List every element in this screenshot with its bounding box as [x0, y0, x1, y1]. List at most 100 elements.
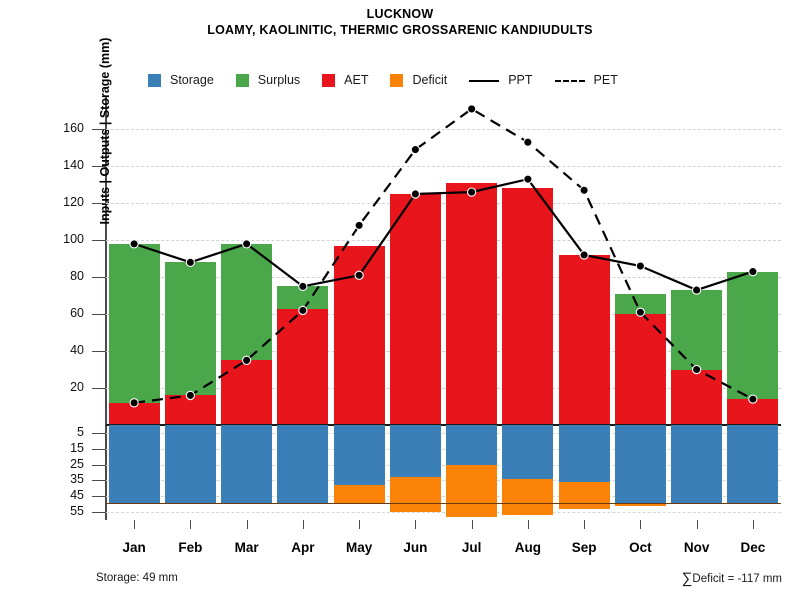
bar-aet-sep[interactable] — [558, 254, 610, 425]
y-axis-tick — [92, 432, 106, 434]
dashed-line-icon — [554, 74, 585, 87]
ppt-point — [579, 250, 589, 260]
bar-aet-mar[interactable] — [221, 360, 273, 425]
bar-deficit-sep[interactable] — [558, 482, 610, 509]
y-axis-tick-label: 60 — [70, 306, 84, 321]
y-axis-tick-label: 40 — [70, 343, 84, 358]
sigma-icon: ∑ — [681, 570, 693, 587]
ppt-point — [466, 187, 477, 197]
bar-aet-jul[interactable] — [446, 182, 498, 425]
x-axis-label-jan: Jan — [122, 540, 146, 555]
square-swatch-icon — [235, 73, 249, 87]
ppt-point — [185, 257, 196, 267]
pet-line — [133, 107, 754, 404]
y-axis-tick-label: 140 — [63, 158, 84, 173]
y-axis-tick — [92, 166, 106, 168]
bar-aet-apr[interactable] — [277, 308, 329, 425]
legend-item-pet[interactable]: PET — [554, 73, 618, 87]
square-swatch-icon — [390, 73, 404, 87]
y-axis-tick — [92, 203, 106, 205]
solid-line-icon — [469, 74, 500, 87]
bar-storage-apr[interactable] — [277, 425, 329, 503]
x-axis-label-jul: Jul — [461, 540, 482, 555]
x-axis-tick — [246, 520, 248, 529]
bar-surplus-nov[interactable] — [671, 290, 723, 370]
y-axis-tick-label: 25 — [70, 456, 84, 471]
chart-title-block: LUCKNOW LOAMY, KAOLINITIC, THERMIC GROSS… — [0, 6, 800, 39]
legend-label: Surplus — [257, 73, 301, 87]
x-axis-label-feb: Feb — [178, 540, 203, 555]
ppt-point — [691, 285, 702, 295]
legend-item-deficit[interactable]: Deficit — [390, 73, 447, 87]
bar-aet-jun[interactable] — [389, 193, 441, 425]
bar-deficit-aug[interactable] — [502, 478, 554, 516]
gridline — [106, 388, 781, 390]
y-axis-tick — [92, 240, 106, 242]
chart-subtitle: LOAMY, KAOLINITIC, THERMIC GROSSARENIC K… — [207, 23, 593, 37]
x-axis-label-aug: Aug — [514, 540, 541, 555]
x-axis-label-may: May — [345, 540, 373, 555]
pet-point — [410, 144, 421, 155]
chart-title: LUCKNOW — [366, 7, 434, 21]
gridline — [106, 512, 781, 514]
chart-legend: Storage Surplus AET Deficit PPT PET — [148, 70, 708, 90]
bar-surplus-mar[interactable] — [221, 243, 273, 361]
bar-storage-oct[interactable] — [614, 425, 666, 503]
gridline — [106, 240, 781, 242]
bar-aet-oct[interactable] — [614, 314, 666, 425]
x-axis-tick — [190, 520, 192, 529]
x-axis-tick — [134, 520, 136, 529]
bar-deficit-jun[interactable] — [389, 477, 441, 513]
bar-deficit-may[interactable] — [333, 485, 385, 503]
gridline — [106, 448, 781, 450]
legend-item-aet[interactable]: AET — [322, 73, 368, 87]
bar-surplus-jan[interactable] — [108, 243, 160, 403]
legend-item-ppt[interactable]: PPT — [469, 73, 533, 87]
gridline — [106, 351, 781, 353]
bar-storage-may[interactable] — [333, 425, 385, 486]
pet-point — [185, 390, 196, 401]
bar-deficit-jul[interactable] — [446, 464, 498, 517]
ppt-point — [298, 281, 308, 292]
x-axis-label-sep: Sep — [571, 540, 597, 555]
bar-aet-jan[interactable] — [108, 402, 160, 425]
y-axis-tick — [92, 277, 106, 279]
gridline — [106, 432, 781, 434]
deficit-footnote: ∑Deficit = -117 mm — [682, 570, 782, 587]
bar-storage-jun[interactable] — [389, 425, 441, 478]
x-axis-tick — [415, 520, 417, 529]
bar-storage-nov[interactable] — [671, 425, 723, 503]
bar-storage-aug[interactable] — [502, 425, 554, 479]
panel-separator — [106, 424, 781, 426]
bar-storage-feb[interactable] — [164, 425, 216, 503]
bar-storage-jul[interactable] — [446, 425, 498, 465]
y-axis-tick-label: 100 — [63, 232, 84, 247]
bar-surplus-feb[interactable] — [164, 262, 216, 396]
x-axis-label-apr: Apr — [291, 540, 315, 555]
y-axis-tick-label: 35 — [70, 472, 84, 487]
bar-storage-mar[interactable] — [221, 425, 273, 503]
ppt-point — [241, 239, 252, 249]
bar-aet-feb[interactable] — [164, 395, 216, 425]
bar-storage-dec[interactable] — [727, 425, 779, 503]
storage-footnote: Storage: 49 mm — [96, 572, 178, 584]
bar-storage-jan[interactable] — [108, 425, 160, 503]
x-axis-labels: Jan Feb Mar Apr May Jun Jul Aug Sep Oct Nov Dec — [106, 540, 781, 562]
legend-item-storage[interactable]: Storage — [148, 73, 214, 87]
gridline — [106, 129, 781, 131]
x-axis-label-nov: Nov — [683, 540, 710, 555]
bar-surplus-oct[interactable] — [614, 293, 666, 315]
bar-storage-sep[interactable] — [558, 425, 610, 482]
y-axis-tick-label: 55 — [70, 504, 84, 519]
legend-label: Storage — [170, 73, 214, 87]
y-axis-tick — [92, 351, 106, 353]
bar-surplus-dec[interactable] — [727, 271, 779, 400]
gridline — [106, 314, 781, 316]
storage-capacity-line — [106, 502, 781, 505]
y-axis-tick-label: 5 — [77, 424, 84, 439]
square-swatch-icon — [148, 73, 161, 87]
bar-aet-aug[interactable] — [502, 188, 554, 425]
y-axis-tick-label: 80 — [70, 269, 84, 284]
y-axis-tick-label: 15 — [70, 440, 84, 455]
legend-item-surplus[interactable]: Surplus — [235, 73, 301, 87]
